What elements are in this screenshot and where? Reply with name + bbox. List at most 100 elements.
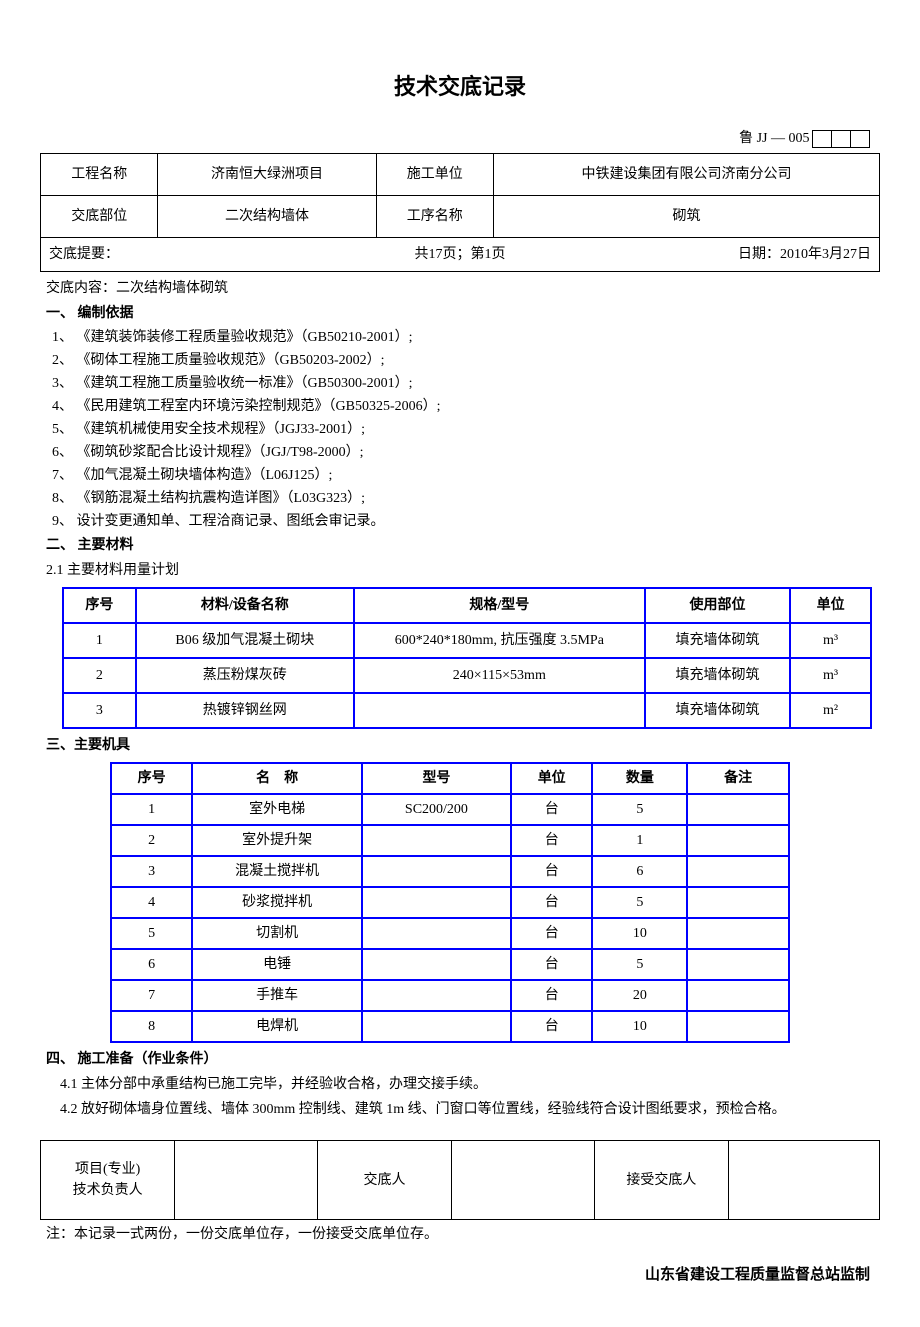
table-cell: 6 [592, 856, 687, 887]
tools-col-header: 型号 [362, 763, 511, 794]
table-cell: 240×115×53mm [354, 658, 645, 693]
table-cell: 7 [111, 980, 192, 1011]
basis-item: 7、 《加气混凝土砌块墙体构造》（L06J125）; [40, 464, 880, 487]
table-row: 2室外提升架台1 [111, 825, 789, 856]
table-cell [687, 980, 789, 1011]
prep-item: 4.2 放好砌体墙身位置线、墙体 300mm 控制线、建筑 1m 线、门窗口等位… [40, 1097, 880, 1122]
section1-heading: 一、 编制依据 [40, 301, 880, 326]
table-cell: 6 [111, 949, 192, 980]
table-cell: 台 [511, 794, 592, 825]
table-cell [687, 918, 789, 949]
prep-item: 4.1 主体分部中承重结构已施工完毕，并经验收合格，办理交接手续。 [40, 1072, 880, 1097]
construction-unit: 中铁建设集团有限公司济南分公司 [494, 154, 880, 196]
table-cell: 台 [511, 887, 592, 918]
sig-receiver-value [728, 1141, 879, 1220]
table-cell: 热镀锌钢丝网 [136, 693, 354, 728]
materials-col-header: 规格/型号 [354, 588, 645, 623]
table-cell: 蒸压粉煤灰砖 [136, 658, 354, 693]
doc-id: 鲁 JJ — 005 [739, 131, 809, 146]
basis-item: 1、 《建筑装饰装修工程质量验收规范》（GB50210-2001）; [40, 326, 880, 349]
materials-col-header: 单位 [790, 588, 871, 623]
sig-proj-tech-lead-value [175, 1141, 318, 1220]
disclosure-part: 二次结构墙体 [158, 196, 376, 238]
summary-label: 交底提要： [49, 244, 323, 265]
table-cell: m² [790, 693, 871, 728]
sig-receiver-label: 接受交底人 [594, 1141, 728, 1220]
section2-subheading: 2.1 主要材料用量计划 [40, 558, 880, 583]
table-cell [687, 1011, 789, 1042]
table-cell: 5 [592, 949, 687, 980]
project-name-label: 工程名称 [41, 154, 158, 196]
table-row: 3混凝土搅拌机 台6 [111, 856, 789, 887]
table-cell: 台 [511, 949, 592, 980]
basis-item: 5、 《建筑机械使用安全技术规程》（JGJ33-2001）; [40, 418, 880, 441]
table-cell: 台 [511, 825, 592, 856]
table-cell: 3 [111, 856, 192, 887]
tools-col-header: 备注 [687, 763, 789, 794]
table-cell: 电锤 [192, 949, 362, 980]
table-cell: 10 [592, 918, 687, 949]
basis-item: 2、 《砌体工程施工质量验收规范》（GB50203-2002）; [40, 349, 880, 372]
construction-unit-label: 施工单位 [376, 154, 493, 196]
tools-col-header: 名 称 [192, 763, 362, 794]
table-cell: 室外提升架 [192, 825, 362, 856]
content-header: 交底内容：二次结构墙体砌筑 [40, 276, 880, 301]
table-cell: 室外电梯 [192, 794, 362, 825]
table-cell [687, 887, 789, 918]
tools-col-header: 数量 [592, 763, 687, 794]
table-cell [362, 887, 511, 918]
table-row: 1B06 级加气混凝土砌块600*240*180mm, 抗压强度 3.5MPa填… [63, 623, 871, 658]
sig-disclosure-person-value [452, 1141, 595, 1220]
materials-col-header: 序号 [63, 588, 136, 623]
table-cell: 1 [111, 794, 192, 825]
table-cell [362, 825, 511, 856]
table-cell: 砂浆搅拌机 [192, 887, 362, 918]
table-cell: 混凝土搅拌机 [192, 856, 362, 887]
table-cell: 台 [511, 918, 592, 949]
content-area: 交底内容：二次结构墙体砌筑 一、 编制依据 1、 《建筑装饰装修工程质量验收规范… [40, 272, 880, 1132]
table-row: 5切割机台10 [111, 918, 789, 949]
table-cell: 2 [63, 658, 136, 693]
table-cell: m³ [790, 623, 871, 658]
table-cell [362, 856, 511, 887]
summary-pages: 共17页；第1页 [323, 244, 597, 265]
table-cell [362, 1011, 511, 1042]
table-cell: 台 [511, 980, 592, 1011]
table-cell [362, 918, 511, 949]
table-cell: 电焊机 [192, 1011, 362, 1042]
basis-item: 4、 《民用建筑工程室内环境污染控制规范》（GB50325-2006）; [40, 395, 880, 418]
table-cell: 填充墙体砌筑 [645, 693, 790, 728]
section4-heading: 四、 施工准备（作业条件） [40, 1047, 880, 1072]
table-cell: 2 [111, 825, 192, 856]
table-row: 6电锤 台5 [111, 949, 789, 980]
table-cell: 4 [111, 887, 192, 918]
doc-id-boxes [813, 128, 870, 149]
supervisor-line: 山东省建设工程质量监督总站监制 [40, 1249, 880, 1287]
table-cell [687, 856, 789, 887]
doc-id-row: 鲁 JJ — 005 [40, 128, 880, 149]
materials-col-header: 材料/设备名称 [136, 588, 354, 623]
table-row: 4砂浆搅拌机台5 [111, 887, 789, 918]
table-cell: 10 [592, 1011, 687, 1042]
sig-proj-tech-lead-label: 项目(专业)技术负责人 [41, 1141, 175, 1220]
table-cell: 填充墙体砌筑 [645, 658, 790, 693]
tools-table: 序号名 称型号单位数量备注 1室外电梯SC200/200台52室外提升架台13混… [110, 762, 790, 1043]
table-cell: 手推车 [192, 980, 362, 1011]
table-cell: 1 [63, 623, 136, 658]
table-row: 1室外电梯SC200/200台5 [111, 794, 789, 825]
section2-heading: 二、 主要材料 [40, 533, 880, 558]
basis-item: 3、 《建筑工程施工质量验收统一标准》（GB50300-2001）; [40, 372, 880, 395]
table-row: 3热镀锌钢丝网填充墙体砌筑m² [63, 693, 871, 728]
basis-item: 6、 《砌筑砂浆配合比设计规程》（JGJ/T98-2000）; [40, 441, 880, 464]
table-cell: 600*240*180mm, 抗压强度 3.5MPa [354, 623, 645, 658]
process-name: 砌筑 [494, 196, 880, 238]
table-cell [362, 980, 511, 1011]
summary-row: 交底提要： 共17页；第1页 日期：2010年3月27日 [40, 238, 880, 272]
table-cell: 20 [592, 980, 687, 1011]
table-row: 8电焊机台10 [111, 1011, 789, 1042]
table-cell: 台 [511, 856, 592, 887]
table-cell [354, 693, 645, 728]
table-cell [687, 825, 789, 856]
table-cell: 台 [511, 1011, 592, 1042]
table-cell: m³ [790, 658, 871, 693]
